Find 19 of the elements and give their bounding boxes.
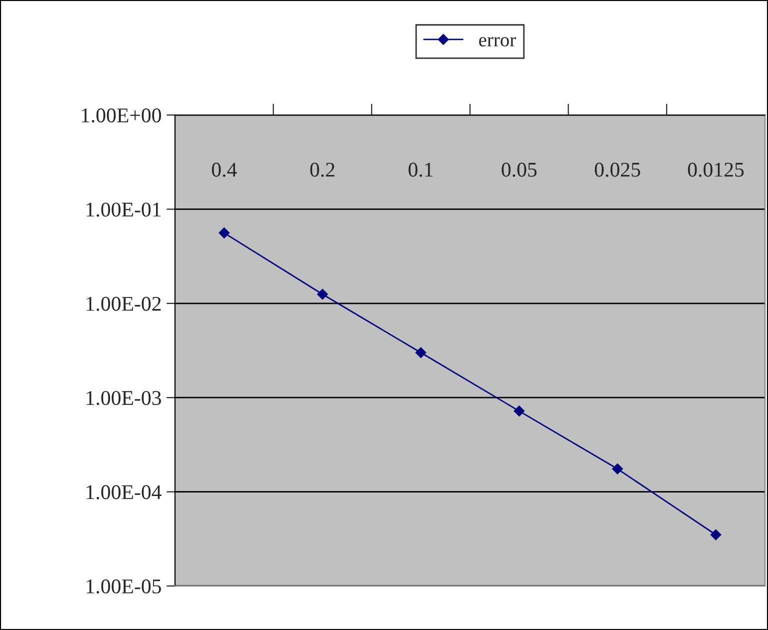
point xyxy=(514,406,525,416)
y-tick-label: 1.00E-03 xyxy=(86,390,161,406)
point xyxy=(612,463,623,474)
y-tick-label: 1.00E-01 xyxy=(86,202,161,217)
y-tick-label: 1.00E-05 xyxy=(86,579,161,594)
point xyxy=(218,227,230,238)
x-tick-label: 0.2 xyxy=(310,162,334,177)
point xyxy=(317,288,328,300)
y-tick-label: 1.00E-02 xyxy=(86,296,161,311)
point xyxy=(710,529,722,540)
point xyxy=(415,347,426,358)
x-tick-label: 0.0125 xyxy=(688,162,744,177)
x-tick-label: 0.05 xyxy=(502,162,537,177)
x-tick-label: 0.025 xyxy=(594,162,640,177)
x-tick-label: 0.4 xyxy=(212,162,237,177)
y-tick-label: 1.00E+00 xyxy=(82,108,162,123)
x-tick-label: 0.1 xyxy=(408,162,433,177)
y-tick-label: 1.00E-04 xyxy=(86,485,162,500)
legend-label: error xyxy=(479,37,516,46)
